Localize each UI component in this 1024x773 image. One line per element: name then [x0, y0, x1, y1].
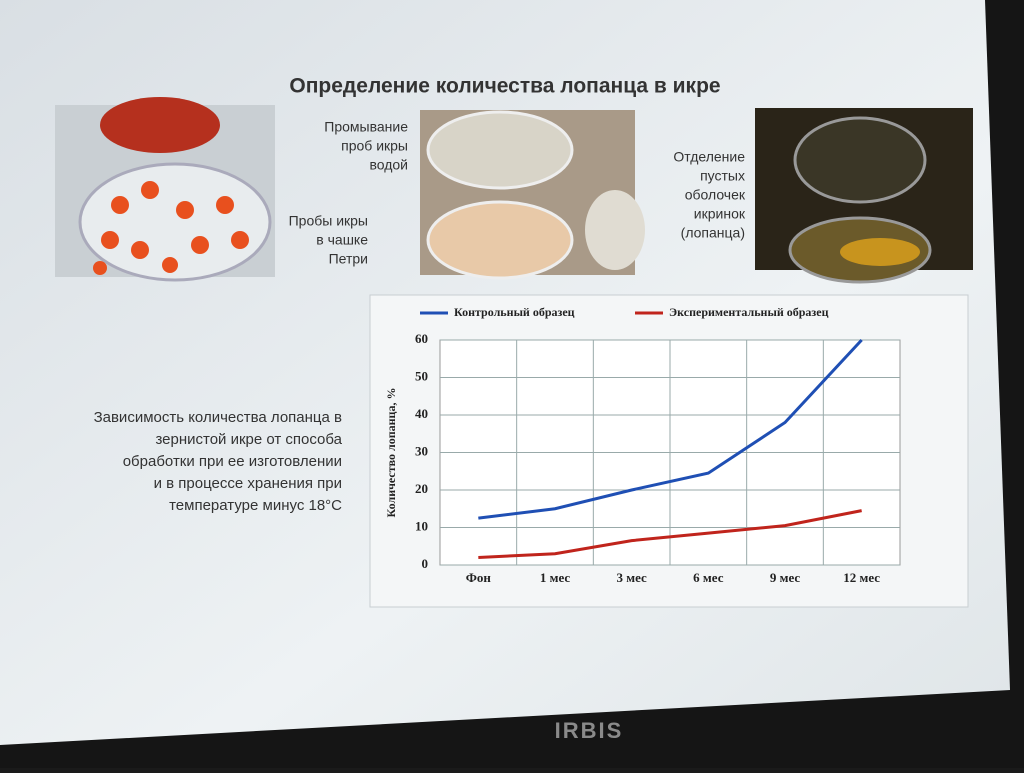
photo-caption: в чашке [316, 232, 368, 248]
slide-title: Определение количества лопанца в икре [289, 75, 720, 98]
x-tick-label: 3 мес [617, 570, 648, 585]
y-tick-label: 50 [415, 368, 428, 383]
legend-label: Экспериментальный образец [669, 305, 829, 319]
y-axis-label: Количество лопанца, % [384, 388, 398, 518]
photo-caption: (лопанца) [681, 225, 745, 241]
y-tick-label: 60 [415, 331, 428, 346]
photo-caption: Пробы икры [289, 213, 368, 229]
x-tick-label: 1 мес [540, 570, 571, 585]
y-tick-label: 40 [415, 406, 428, 421]
description: обработки при ее изготовлении [123, 453, 342, 470]
data-line [478, 338, 863, 520]
legend-label: Контрольный образец [454, 305, 575, 319]
brand: IRBIS [555, 718, 624, 743]
photo-caption: Промывание [324, 119, 408, 135]
photo-caption: оболочек [685, 187, 746, 203]
photo-caption: пустых [700, 168, 745, 184]
photo-caption: водой [369, 157, 408, 173]
photo-1 [55, 97, 275, 282]
x-tick-label: Фон [466, 570, 492, 585]
y-tick-label: 0 [422, 556, 429, 571]
photo-2 [420, 110, 645, 280]
y-tick-label: 30 [415, 443, 428, 458]
photo-caption: Отделение [673, 149, 745, 165]
y-tick-label: 10 [415, 518, 428, 533]
photo-3 [755, 108, 973, 284]
description: зернистой икре от способа [155, 431, 342, 448]
photo-caption: проб икры [341, 138, 408, 154]
description: Зависимость количества лопанца в [94, 409, 342, 426]
x-tick-label: 6 мес [693, 570, 724, 585]
x-tick-label: 9 мес [770, 570, 801, 585]
data-line [478, 509, 862, 559]
x-tick-label: 12 мес [843, 570, 880, 585]
photo-caption: икринок [694, 206, 746, 222]
description: и в процессе хранения при [154, 475, 342, 492]
photo-caption: Петри [329, 251, 368, 267]
y-tick-label: 20 [415, 481, 428, 496]
description: температуре минус 18°C [169, 497, 342, 514]
